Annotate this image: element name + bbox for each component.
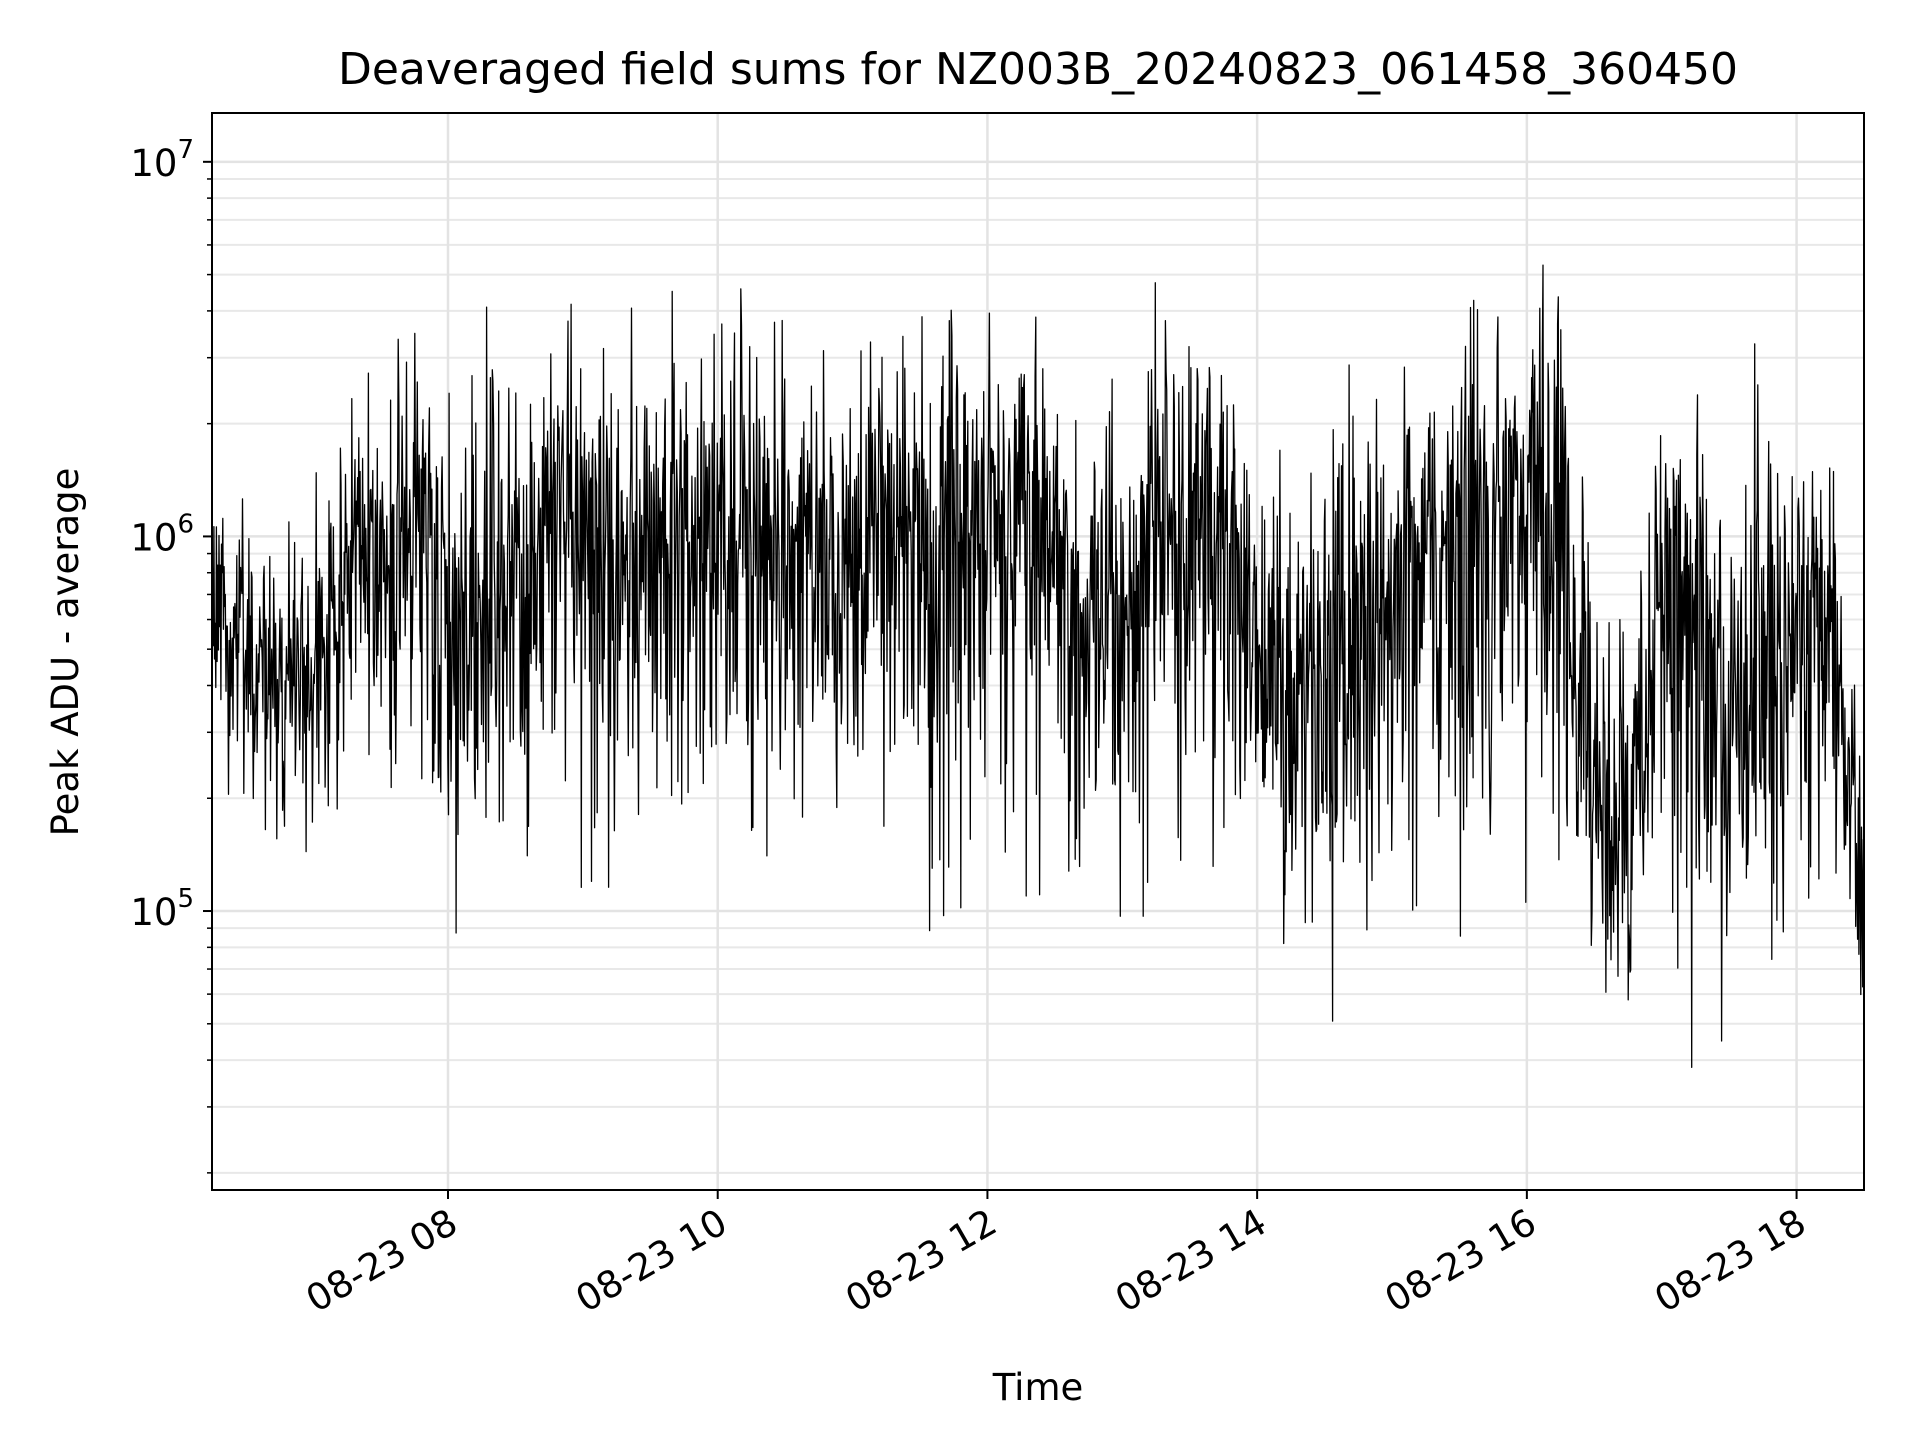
y-tick-label: 105 bbox=[130, 884, 194, 934]
x-axis-label: Time bbox=[992, 1366, 1084, 1409]
chart-title: Deaveraged field sums for NZ003B_2024082… bbox=[338, 44, 1738, 95]
series-line-path bbox=[211, 264, 1865, 1069]
plot-frame bbox=[211, 112, 1865, 1191]
y-tick-label: 107 bbox=[130, 135, 194, 185]
y-axis-label: Peak ADU - average bbox=[44, 468, 87, 837]
y-axis: 105 106 107 bbox=[130, 135, 212, 1174]
series-line bbox=[211, 264, 1865, 1069]
y-tick-label: 106 bbox=[130, 509, 194, 559]
